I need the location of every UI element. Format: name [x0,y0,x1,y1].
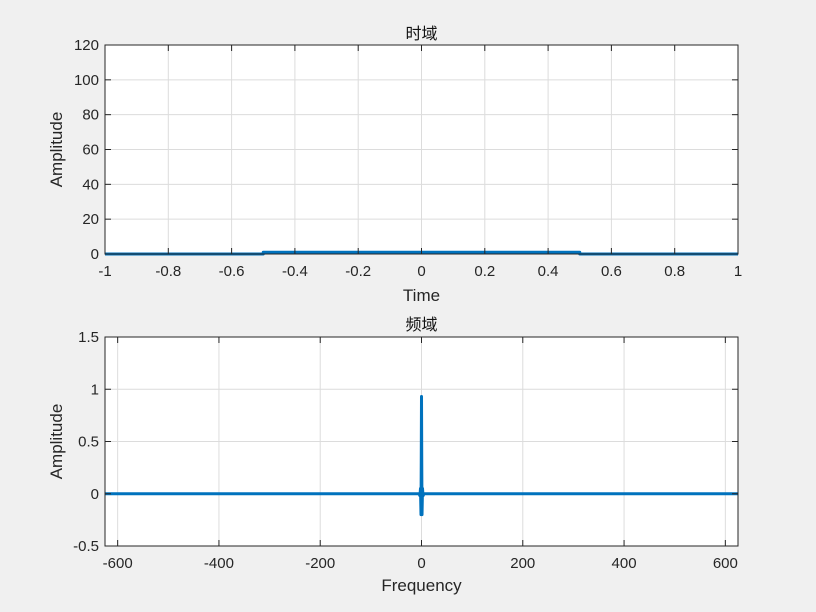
y-tick-label: 0 [91,486,99,503]
x-tick-label: -0.4 [282,263,308,280]
chart-title-frequency: 频域 [405,315,437,334]
x-tick-label: -600 [103,555,133,572]
ticks-time: -1 -0.8 -0.6 -0.4 -0.2 0 0.2 0.4 0.6 0.8 1 0 20 40 60 8… [74,37,742,280]
x-tick-label: 0.6 [601,263,622,280]
series-line-frequency [105,395,738,517]
x-tick-label: 600 [713,555,738,572]
x-tick-label: 0.4 [538,263,559,280]
series-frequency [105,395,738,517]
x-tick-label: 0.8 [664,263,685,280]
y-tick-label: 1 [91,381,99,398]
x-tick-label: 0 [417,263,425,280]
x-tick-label: 400 [612,555,637,572]
subplot-frequency: -600 -400 -200 0 200 400 600 -0.5 0 0.5 1 1.5 频域 Fr… [47,315,739,595]
x-tick-label: -200 [305,555,335,572]
y-tick-label: 60 [82,142,99,159]
x-tick-label: 200 [510,555,535,572]
y-tick-label: 0.5 [78,434,99,451]
y-tick-label: 120 [74,37,99,54]
y-tick-label: 0 [91,246,99,263]
y-axis-label-frequency: Amplitude [47,404,66,480]
y-tick-label: 80 [82,107,99,124]
x-tick-label: -1 [98,263,111,280]
x-tick-label: 1 [734,263,742,280]
x-tick-label: 0.2 [474,263,495,280]
x-tick-label: -0.8 [155,263,181,280]
x-axis-label-frequency: Frequency [381,576,462,595]
chart-title-time: 时域 [405,24,437,43]
y-axis-label-time: Amplitude [47,112,66,188]
y-tick-label: -0.5 [73,538,99,555]
x-tick-label: -400 [204,555,234,572]
y-tick-label: 1.5 [78,329,99,346]
y-tick-label: 40 [82,176,99,193]
x-tick-label: 0 [417,555,425,572]
x-tick-label: -0.6 [219,263,245,280]
y-tick-label: 20 [82,211,99,228]
subplot-time: -1 -0.8 -0.6 -0.4 -0.2 0 0.2 0.4 0.6 0.8 1 0 20 40 60 8… [47,24,742,305]
x-tick-label: -0.2 [345,263,371,280]
y-tick-label: 100 [74,72,99,89]
x-axis-label-time: Time [403,286,440,305]
ticks-frequency: -600 -400 -200 0 200 400 600 -0.5 0 0.5 1 1.5 [73,329,738,572]
